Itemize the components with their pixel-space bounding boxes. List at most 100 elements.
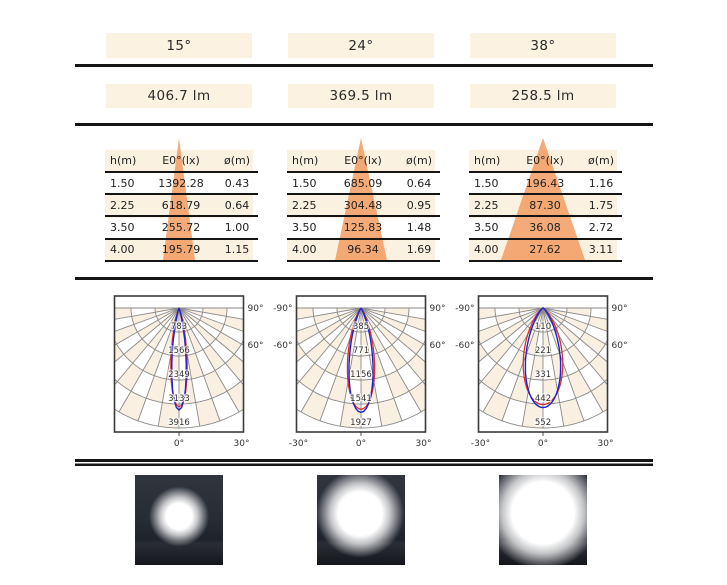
angle-label-right: 90°	[612, 304, 628, 314]
table-cell: 3.50	[474, 220, 499, 234]
polar-shaded-cell	[114, 344, 124, 363]
polar-shaded-cell	[407, 354, 426, 382]
polar-shaded-cell	[203, 344, 226, 371]
table-row: 3.50 36.08 2.72	[469, 216, 622, 239]
polar-radial-gridline	[296, 307, 362, 346]
luminous-flux-chip: 406.7 lm	[106, 84, 252, 108]
polar-radial-gridline	[114, 307, 180, 363]
table-cell: 1.00	[224, 220, 250, 234]
polar-radial-gridline	[360, 307, 383, 427]
illuminance-table-grid: h(m) E0°(lx) ø(m) 1.50 1392.28 0.43 2.25 618.79…	[105, 150, 258, 262]
polar-shaded-cell	[114, 308, 132, 320]
polar-shaded-cell	[119, 391, 147, 421]
table-header-cell: ø(m)	[587, 154, 615, 167]
table-cell: 125.83	[343, 220, 383, 234]
polar-shaded-cell	[148, 326, 167, 350]
illuminance-table-block: h(m) E0°(lx) ø(m) 1.50 1392.28 0.43 2.25 618.79…	[88, 132, 270, 266]
polar-shaded-cell	[543, 378, 560, 404]
angle-label-bottom: -30°	[471, 439, 490, 449]
polar-shaded-cell	[478, 324, 502, 344]
polar-shaded-cell	[591, 381, 608, 412]
ring-value-label: 1566	[168, 346, 190, 356]
table-row-stripes	[105, 150, 253, 262]
beam-angle-chip: 38°	[470, 33, 616, 58]
column-24deg: 24°	[270, 33, 452, 58]
table-cell: 195.79	[161, 243, 201, 257]
polar-shaded-cell	[187, 328, 203, 354]
polar-radial-gridline	[360, 307, 426, 346]
table-cell: 2.25	[110, 198, 135, 212]
table-header-row: h(m) E0°(lx) ø(m)	[469, 150, 622, 172]
polar-shaded-cell	[296, 344, 306, 363]
polar-radial-gridline	[178, 307, 201, 427]
beam-angle-chip: 15°	[106, 33, 252, 58]
polar-chart-svg: 385 771 1156 1541 1927 90° 60° -90° -60° -30° 0° 30…	[273, 295, 445, 449]
table-cell: 618.79	[161, 198, 201, 212]
table-cell: 2.25	[474, 198, 499, 212]
polar-shaded-cell	[409, 381, 426, 412]
polar-shaded-cell	[114, 324, 138, 344]
polar-shaded-cell	[88, 321, 111, 341]
illuminance-table: h(m) E0°(lx) ø(m) 1.50 1392.28 0.43 2.25 618.79…	[105, 150, 258, 262]
polar-radial-gridline	[339, 307, 362, 427]
angle-label-left: -60°	[273, 341, 292, 351]
polar-shaded-cell	[158, 402, 179, 428]
polar-ring-gridline	[114, 408, 244, 429]
polar-shaded-cell	[384, 308, 409, 317]
polar-chart-svg: 783 1566 2349 3133 3916 90° 60° 0° 30°	[88, 295, 263, 449]
polar-shaded-cell	[227, 381, 244, 412]
table-cell: 0.64	[224, 198, 250, 212]
table-row: 2.25 304.48 0.95	[287, 194, 440, 217]
polar-shaded-cell	[507, 349, 527, 376]
ring-value-label: 110	[535, 322, 551, 332]
polar-radial-gridline	[296, 307, 362, 332]
table-header-cell: E0°(lx)	[344, 154, 382, 167]
polar-shaded-cell	[117, 363, 143, 392]
polar-ring-gridline	[478, 408, 608, 429]
luminous-flux-chip: 369.5 lm	[288, 84, 434, 108]
polar-shaded-cell	[579, 332, 606, 355]
polar-radial-gridline	[542, 307, 608, 363]
table-cell: 1.75	[588, 198, 614, 212]
table-cell: 1.48	[406, 220, 432, 234]
polar-radial-gridline	[501, 307, 544, 421]
polar-radial-gridline	[118, 307, 180, 413]
polar-shaded-cell	[588, 316, 608, 332]
table-header-cell: h(m)	[474, 154, 501, 167]
polar-ring-gridline	[114, 378, 244, 405]
polar-radial-gridline	[178, 307, 244, 320]
polar-radial-gridline	[300, 307, 362, 413]
illuminance-table-grid: h(m) E0°(lx) ø(m) 1.50 196.43 1.16 2.25 87.30 1.…	[469, 150, 622, 262]
polar-shaded-cell	[330, 326, 349, 350]
table-row: 3.50 125.83 1.48	[287, 216, 440, 239]
angle-label-left: -90°	[273, 304, 292, 314]
polar-shaded-cell	[551, 353, 568, 379]
table-header-cell: ø(m)	[405, 154, 433, 167]
polar-shaded-cell	[487, 338, 513, 364]
section-divider	[75, 64, 653, 67]
illuminance-tables-row: h(m) E0°(lx) ø(m) 1.50 1392.28 0.43 2.25 618.79…	[88, 132, 634, 266]
polar-radial-gridline	[296, 307, 362, 363]
table-header-row: h(m) E0°(lx) ø(m)	[105, 150, 258, 172]
polar-shaded-cell	[123, 338, 149, 364]
polar-shaded-cell	[522, 402, 543, 428]
polar-shaded-cell	[224, 316, 244, 332]
table-cell: 1.50	[292, 176, 317, 190]
angle-label-bottom: 0°	[174, 439, 184, 449]
column-24deg: 369.5 lm	[270, 84, 452, 108]
polar-shaded-cell	[452, 321, 475, 341]
table-cell: 2.72	[588, 220, 614, 234]
angle-label-left: -60°	[455, 341, 474, 351]
polar-chart-svg: 110 221 331 442 552 90° 60° -90° -60° -30° 0° 30°	[452, 295, 628, 449]
polar-radial-gridline	[114, 307, 180, 332]
table-row: 2.25 87.30 1.75	[469, 194, 622, 217]
polar-shaded-cell	[146, 375, 167, 403]
polar-radial-gridline	[478, 307, 544, 346]
table-cell: 87.30	[529, 198, 561, 212]
ring-value-label: 221	[535, 346, 551, 356]
table-row: 3.50 255.72 1.00	[105, 216, 258, 239]
table-cell: 0.95	[406, 198, 432, 212]
polar-radial-gridline	[478, 307, 544, 320]
polar-shaded-cell	[137, 320, 161, 339]
polar-shaded-cell	[296, 324, 320, 344]
